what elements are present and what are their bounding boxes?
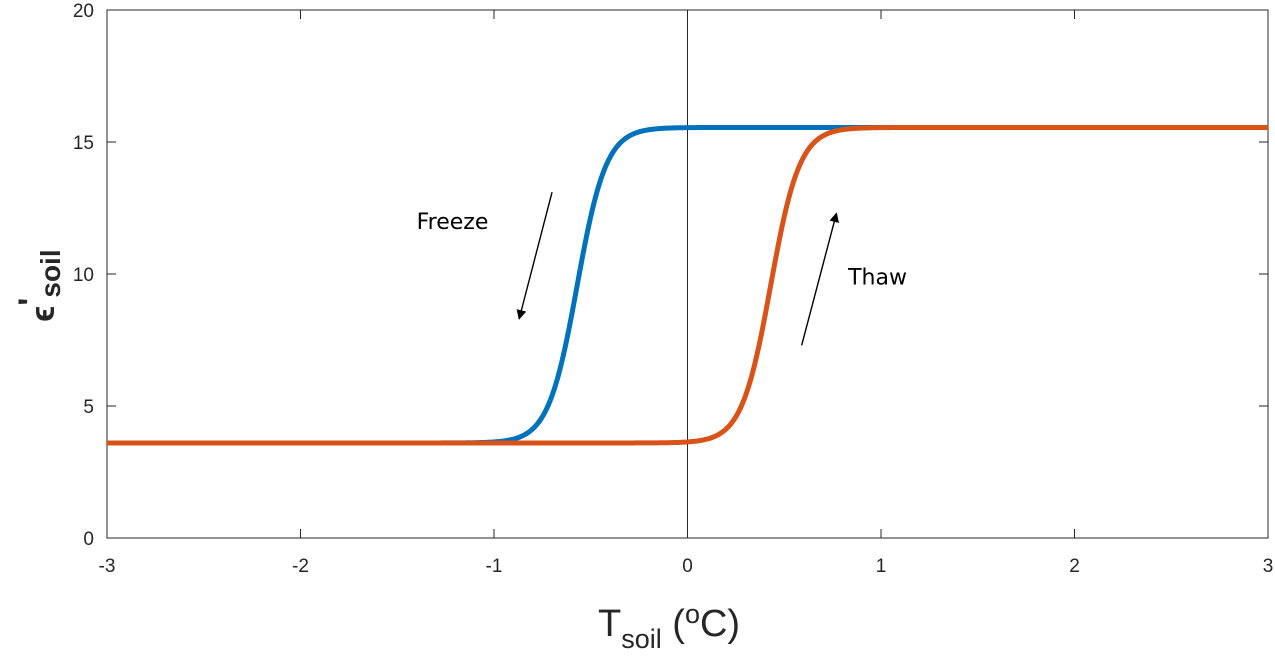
y-axis-title-prime: '	[12, 298, 50, 306]
y-tick-label: 10	[73, 265, 94, 286]
x-axis-title-paren: (	[662, 603, 686, 645]
x-tick-label: -2	[292, 556, 309, 577]
x-axis-title-sup: o	[685, 599, 700, 629]
x-tick-label: -3	[99, 556, 116, 577]
thaw-annotation: Thaw	[847, 266, 907, 291]
x-tick-label: -1	[486, 556, 503, 577]
y-tick-label: 5	[83, 397, 94, 418]
x-axis-title-main: T	[598, 603, 621, 645]
x-tick-label: 3	[1263, 556, 1274, 577]
annotations: Freeze Thaw	[417, 191, 907, 346]
series-layer	[106, 124, 1269, 446]
x-tick-label: 0	[682, 556, 693, 577]
y-axis-title: ϵ'soil	[12, 249, 66, 322]
x-tick-label: 2	[1069, 556, 1080, 577]
series-line-1	[106, 124, 1269, 446]
axis-tick-labels: -3 -2 -1 0 1 2 3 0 5 10 15 20	[73, 1, 1273, 577]
freeze-annotation: Freeze	[417, 210, 489, 235]
y-tick-label: 20	[73, 1, 94, 22]
y-tick-label: 0	[83, 529, 94, 550]
svg-text:Tsoil (oC): Tsoil (oC)	[598, 599, 740, 654]
x-axis-title-sub: soil	[621, 624, 662, 654]
y-axis-title-main: ϵ	[24, 306, 62, 322]
y-axis-title-sub: soil	[35, 249, 66, 297]
thaw-arrow	[800, 212, 839, 346]
x-axis-title-unit: C)	[700, 603, 740, 645]
x-tick-label: 1	[876, 556, 887, 577]
y-tick-label: 15	[73, 133, 94, 154]
svg-text:ϵ'soil: ϵ'soil	[12, 249, 66, 322]
x-axis-title: Tsoil (oC)	[598, 599, 740, 654]
freeze-arrow	[516, 191, 553, 320]
